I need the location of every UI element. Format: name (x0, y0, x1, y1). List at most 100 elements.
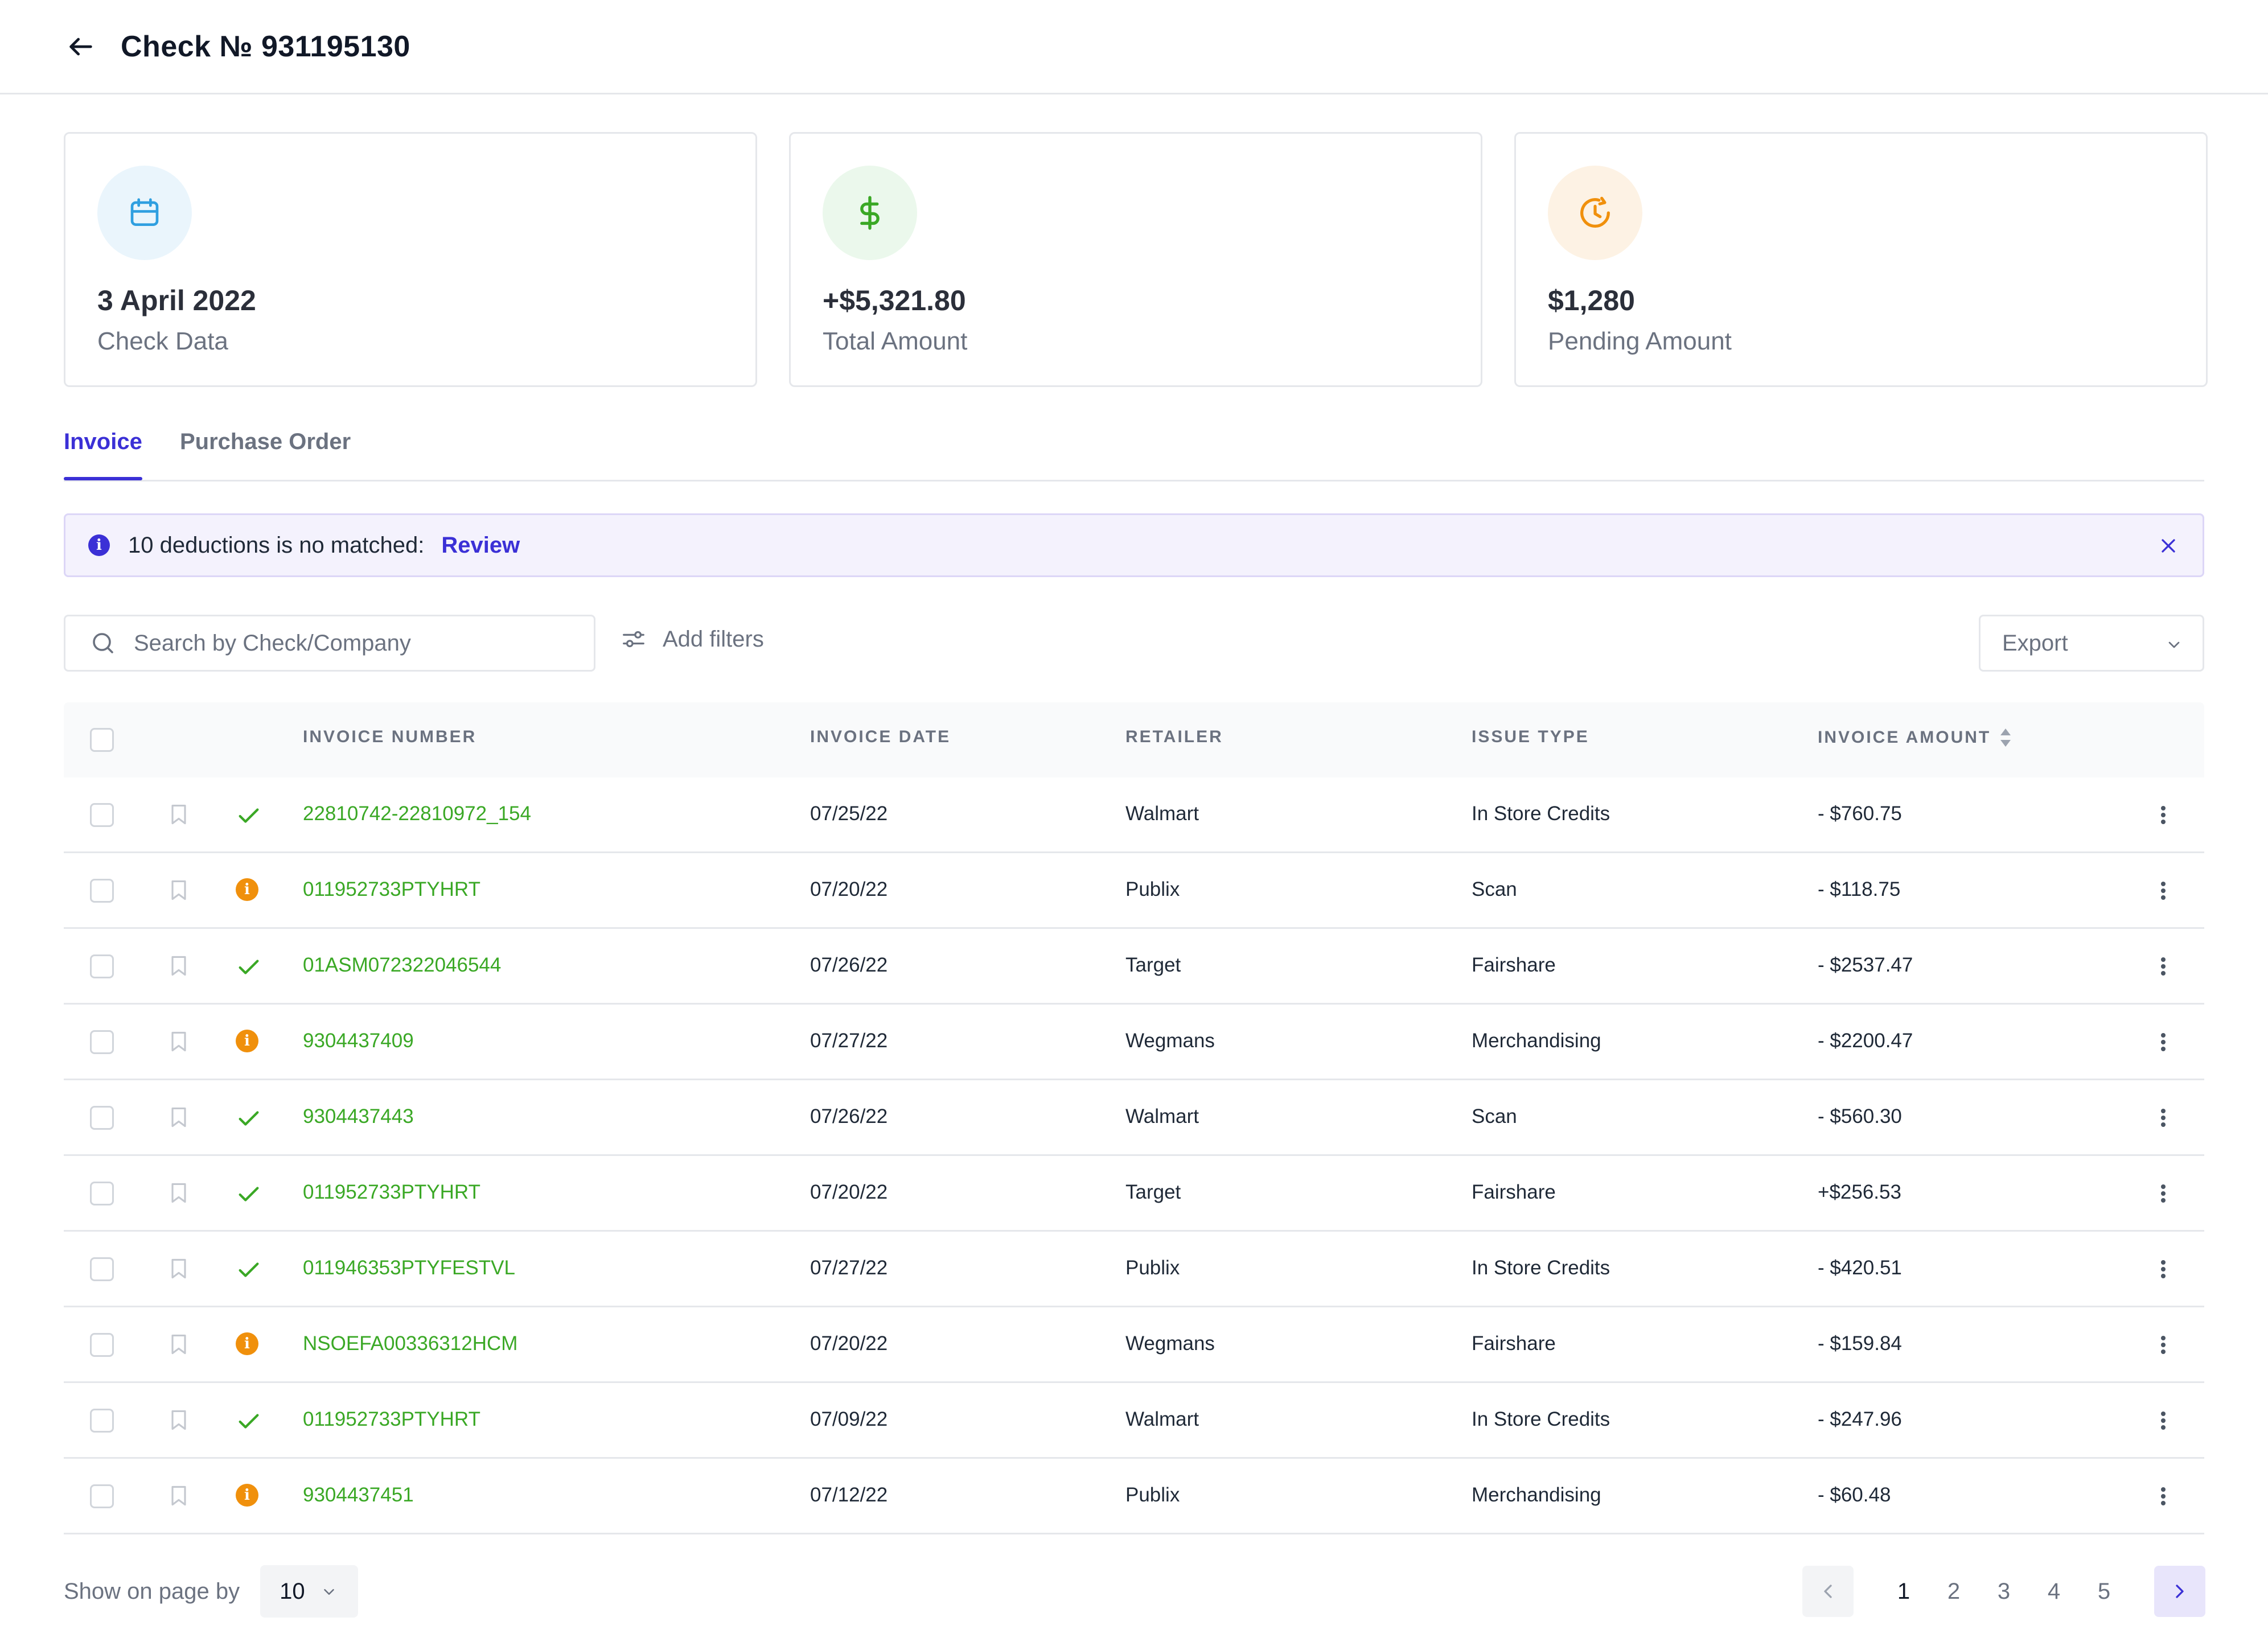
row-actions-menu[interactable] (2156, 878, 2170, 903)
check-icon (239, 1262, 259, 1277)
select-all-checkbox[interactable] (90, 728, 114, 752)
add-filters-button[interactable]: Add filters (621, 626, 764, 652)
table-row[interactable]: 011946353PTYFESTVL 07/27/22 Publix In Store… (64, 1232, 2204, 1307)
page-5[interactable]: 5 (2097, 1578, 2111, 1604)
row-checkbox[interactable] (90, 954, 114, 978)
retailer: Walmart (1125, 1408, 1199, 1430)
row-checkbox[interactable] (90, 1030, 114, 1054)
search-input[interactable] (134, 630, 566, 656)
export-dropdown[interactable]: Export (1979, 615, 2204, 672)
column-invoice-date[interactable]: INVOICE DATE (810, 727, 951, 746)
bookmark-icon[interactable] (166, 1331, 191, 1357)
row-actions-menu[interactable] (2156, 954, 2170, 979)
sort-icon[interactable] (1999, 727, 2012, 748)
summary-cards: 3 April 2022 Check Data +$5,321.80 Total… (64, 132, 2208, 387)
pending-amount-card: $1,280 Pending Amount (1514, 132, 2208, 387)
issue-type: Fairshare (1472, 1332, 1556, 1355)
retailer: Wegmans (1125, 1030, 1215, 1052)
column-issue-type[interactable]: ISSUE TYPE (1472, 727, 1589, 746)
row-actions-menu[interactable] (2156, 1105, 2170, 1130)
invoice-number-link[interactable]: 22810742-22810972_154 (303, 803, 531, 825)
chevron-down-icon (324, 1589, 334, 1595)
calendar-icon-circle (97, 166, 192, 260)
row-checkbox[interactable] (90, 1484, 114, 1508)
check-icon (239, 1111, 259, 1126)
chevron-left-icon (1824, 1585, 1832, 1598)
bookmark-icon[interactable] (166, 1483, 191, 1509)
invoice-amount: - $60.48 (1818, 1484, 1891, 1506)
page-2[interactable]: 2 (1947, 1578, 1961, 1604)
tab-invoice[interactable]: Invoice (64, 429, 142, 480)
table-row[interactable]: 011952733PTYHRT 07/20/22 Target Fairshare +$… (64, 1156, 2204, 1232)
table-row[interactable]: i 011952733PTYHRT 07/20/22 Publix Scan - $118… (64, 853, 2204, 929)
invoice-number-link[interactable]: 011952733PTYHRT (303, 1181, 480, 1203)
calendar-icon (130, 198, 159, 226)
column-retailer[interactable]: RETAILER (1125, 727, 1223, 746)
table-row[interactable]: i 9304437451 07/12/22 Publix Merchandising - … (64, 1459, 2204, 1534)
clock-icon-circle (1548, 166, 1642, 260)
column-invoice-amount[interactable]: INVOICE AMOUNT (1818, 727, 2012, 748)
page-size-select[interactable]: 10 (260, 1565, 359, 1618)
row-actions-menu[interactable] (2156, 1030, 2170, 1055)
bookmark-icon[interactable] (166, 1028, 191, 1055)
table-row[interactable]: i NSOEFA00336312HCM 07/20/22 Wegmans Fairsha… (64, 1307, 2204, 1383)
table-row[interactable]: 9304437443 07/26/22 Walmart Scan - $560.30 (64, 1080, 2204, 1156)
close-icon[interactable] (2157, 534, 2180, 557)
dollar-icon-circle (823, 166, 917, 260)
page-1[interactable]: 1 (1897, 1578, 1910, 1604)
row-checkbox[interactable] (90, 1106, 114, 1130)
invoice-number-link[interactable]: 011952733PTYHRT (303, 1408, 480, 1430)
match-status (236, 1105, 262, 1134)
table-row[interactable]: 01ASM072322046544 07/26/22 Target Fairshare… (64, 929, 2204, 1005)
invoice-date: 07/20/22 (810, 1181, 888, 1203)
row-checkbox[interactable] (90, 1333, 114, 1357)
row-checkbox[interactable] (90, 1182, 114, 1205)
column-invoice-number[interactable]: INVOICE NUMBER (303, 727, 477, 746)
page-title: Check № 931195130 (121, 30, 410, 63)
next-page-button[interactable] (2154, 1566, 2205, 1617)
invoice-number-link[interactable]: 9304437443 (303, 1105, 414, 1127)
match-status: i (236, 1332, 258, 1355)
previous-page-button[interactable] (1802, 1566, 1854, 1617)
bookmark-icon[interactable] (166, 1256, 191, 1282)
row-checkbox[interactable] (90, 1257, 114, 1281)
invoice-number-link[interactable]: NSOEFA00336312HCM (303, 1332, 518, 1355)
page-3[interactable]: 3 (1997, 1578, 2011, 1604)
table-row[interactable]: i 9304437409 07/27/22 Wegmans Merchandising -… (64, 1005, 2204, 1080)
invoice-number-link[interactable]: 01ASM072322046544 (303, 954, 502, 976)
row-checkbox[interactable] (90, 1409, 114, 1433)
table-row[interactable]: 22810742-22810972_154 07/25/22 Walmart In S… (64, 777, 2204, 853)
table-row[interactable]: 011952733PTYHRT 07/09/22 Walmart In Store C… (64, 1383, 2204, 1459)
tab-purchase-order[interactable]: Purchase Order (180, 429, 351, 454)
invoice-number-link[interactable]: 011946353PTYFESTVL (303, 1257, 515, 1279)
row-actions-menu[interactable] (2156, 1332, 2170, 1357)
row-actions-menu[interactable] (2156, 1181, 2170, 1206)
issue-type: Merchandising (1472, 1484, 1601, 1506)
invoice-number-link[interactable]: 9304437451 (303, 1484, 414, 1506)
page-4[interactable]: 4 (2047, 1578, 2061, 1604)
row-actions-menu[interactable] (2156, 1257, 2170, 1282)
row-actions-menu[interactable] (2156, 1484, 2170, 1509)
bookmark-icon[interactable] (166, 877, 191, 903)
invoice-number-link[interactable]: 9304437409 (303, 1030, 414, 1052)
bookmark-icon[interactable] (166, 1407, 191, 1433)
match-status (236, 954, 262, 983)
row-checkbox[interactable] (90, 803, 114, 827)
bookmark-icon[interactable] (166, 1180, 191, 1206)
unmatched-alert: i 10 deductions is no matched: Review (64, 513, 2204, 577)
back-button[interactable] (63, 28, 99, 65)
bookmark-icon[interactable] (166, 1104, 191, 1130)
invoice-amount: - $247.96 (1818, 1408, 1902, 1430)
invoice-number-link[interactable]: 011952733PTYHRT (303, 878, 480, 900)
page-size-control: Show on page by 10 (64, 1565, 359, 1618)
retailer: Walmart (1125, 803, 1199, 825)
retailer: Publix (1125, 878, 1180, 900)
check-icon (239, 1187, 259, 1201)
row-checkbox[interactable] (90, 879, 114, 903)
column-invoice-amount-label: INVOICE AMOUNT (1818, 728, 1991, 747)
row-actions-menu[interactable] (2156, 1408, 2170, 1433)
bookmark-icon[interactable] (166, 953, 191, 979)
review-link[interactable]: Review (441, 532, 520, 558)
bookmark-icon[interactable] (166, 801, 191, 828)
row-actions-menu[interactable] (2156, 803, 2170, 828)
